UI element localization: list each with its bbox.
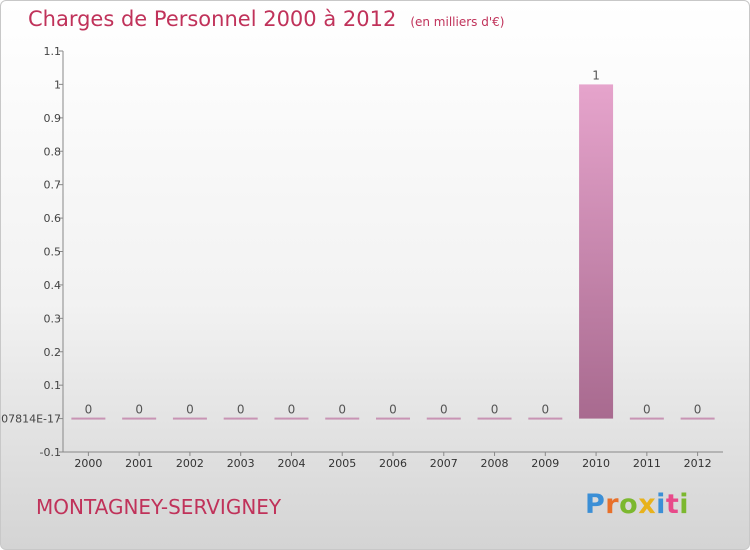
data-label: 0 bbox=[237, 403, 245, 417]
bar bbox=[477, 417, 512, 420]
x-tick-label: 2000 bbox=[74, 457, 102, 470]
y-tick-label: 0.5 bbox=[44, 246, 62, 259]
chart-title-text: Charges de Personnel 2000 à 2012 bbox=[28, 7, 397, 31]
bar bbox=[274, 417, 309, 420]
chart-title: Charges de Personnel 2000 à 2012 (en mill… bbox=[28, 7, 504, 31]
logo-letter: i bbox=[656, 489, 666, 520]
x-tick-label: 2003 bbox=[227, 457, 255, 470]
y-tick-label: 1.1 bbox=[44, 45, 62, 58]
x-tick-label: 2012 bbox=[684, 457, 712, 470]
x-tick-label: 2004 bbox=[277, 457, 305, 470]
y-tick-label: 1 bbox=[54, 78, 61, 91]
x-tick-label: 2011 bbox=[633, 457, 661, 470]
bar bbox=[629, 417, 664, 420]
bar bbox=[325, 417, 360, 420]
y-tick-label: 0.8 bbox=[44, 145, 62, 158]
bar bbox=[376, 417, 410, 420]
data-label: 0 bbox=[186, 403, 194, 417]
y-tick-label: 0.6 bbox=[44, 212, 62, 225]
bar bbox=[579, 84, 614, 419]
location-name: MONTAGNEY-SERVIGNEY bbox=[36, 495, 282, 519]
data-label: 1 bbox=[592, 68, 600, 82]
data-label: 0 bbox=[338, 403, 346, 417]
y-tick-label: 0.7 bbox=[44, 179, 62, 192]
y-tick-label: 1.3877787807814E-17 bbox=[1, 413, 61, 426]
bar bbox=[172, 417, 207, 420]
bar bbox=[680, 417, 715, 420]
y-tick-label: 0.1 bbox=[44, 379, 62, 392]
data-label: 0 bbox=[135, 403, 143, 417]
data-label: 0 bbox=[389, 403, 397, 417]
y-tick-label: 0.4 bbox=[44, 279, 62, 292]
x-tick-label: 2006 bbox=[379, 457, 407, 470]
y-tick-label: 0.3 bbox=[44, 312, 62, 325]
bar bbox=[528, 417, 563, 420]
logo-letter: r bbox=[605, 489, 620, 520]
x-tick-label: 2008 bbox=[481, 457, 509, 470]
chart-unit: (en milliers d'€) bbox=[410, 15, 505, 29]
data-label: 0 bbox=[85, 403, 93, 417]
proxiti-logo: Proxiti bbox=[585, 489, 689, 520]
x-tick-label: 2010 bbox=[582, 457, 610, 470]
data-label: 0 bbox=[288, 403, 296, 417]
y-tick-label: 0.9 bbox=[44, 112, 62, 125]
bar bbox=[223, 417, 258, 420]
logo-letter: i bbox=[679, 489, 690, 520]
x-tick-label: 2002 bbox=[176, 457, 204, 470]
data-label: 0 bbox=[491, 403, 499, 417]
x-tick-label: 2005 bbox=[328, 457, 356, 470]
data-label: 0 bbox=[541, 403, 549, 417]
logo-letter: x bbox=[638, 489, 657, 520]
y-tick-label: 0.2 bbox=[44, 346, 62, 359]
logo-letter: P bbox=[585, 489, 606, 520]
logo-letter: t bbox=[665, 489, 680, 520]
x-tick-label: 2007 bbox=[430, 457, 458, 470]
data-label: 0 bbox=[694, 403, 702, 417]
x-tick-label: 2001 bbox=[125, 457, 153, 470]
bar bbox=[71, 417, 106, 420]
bar bbox=[426, 417, 461, 420]
logo-letter: o bbox=[619, 489, 639, 520]
x-tick-label: 2009 bbox=[531, 457, 559, 470]
data-label: 0 bbox=[440, 403, 448, 417]
bar bbox=[122, 417, 157, 420]
y-tick-label: -0.1 bbox=[40, 446, 61, 459]
data-label: 0 bbox=[643, 403, 651, 417]
